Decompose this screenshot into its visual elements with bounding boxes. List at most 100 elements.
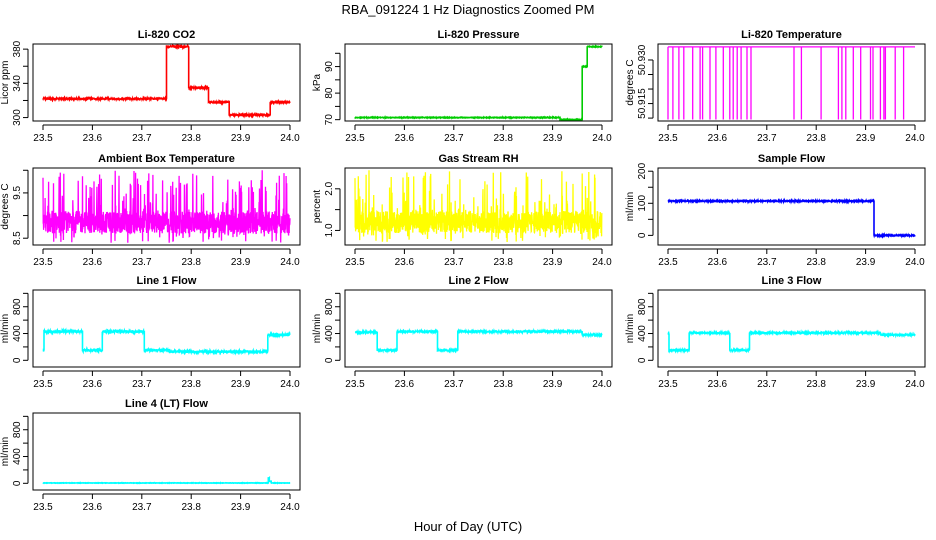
x-tick-label: 23.9 — [543, 379, 563, 390]
x-tick-label: 23.6 — [395, 257, 415, 268]
series-line — [354, 327, 603, 354]
panel-title: Li-820 Pressure — [438, 29, 520, 41]
x-tick-label: 23.7 — [132, 502, 152, 513]
x-tick-label: 23.6 — [83, 133, 103, 144]
x-tick-label: 23.5 — [33, 133, 53, 144]
x-tick-label: 23.5 — [658, 133, 678, 144]
x-tick-label: 23.9 — [231, 133, 251, 144]
y-axis-label: Licor ppm — [0, 61, 11, 105]
panels: Li-820 CO2 23.5 23.6 23.7 23.8 23.9 24.0 300 340… — [0, 29, 926, 513]
x-tick-label: 23.9 — [231, 257, 251, 268]
x-tick-label: 23.6 — [83, 379, 103, 390]
y-tick-label: 400 — [12, 448, 23, 465]
x-tick-label: 23.6 — [83, 502, 103, 513]
x-tick-label: 23.9 — [856, 133, 876, 144]
x-tick-label: 24.0 — [592, 257, 612, 268]
y-tick-label: 80 — [324, 87, 335, 99]
x-tick-label: 24.0 — [905, 133, 925, 144]
x-tick-label: 23.7 — [444, 133, 464, 144]
x-tick-label: 23.6 — [708, 257, 728, 268]
x-tick-label: 23.6 — [708, 379, 728, 390]
panel-title: Li-820 CO2 — [138, 29, 195, 41]
x-tick-label: 23.9 — [856, 257, 876, 268]
x-tick-label: 23.8 — [806, 133, 826, 144]
x-tick-label: 23.7 — [132, 133, 152, 144]
plot-frame — [657, 289, 926, 368]
x-tick-label: 23.5 — [658, 257, 678, 268]
x-tick-label: 23.8 — [181, 133, 201, 144]
panel-line-4-lt-flow: Line 4 (LT) Flow 23.5 23.6 23.7 23.8 23.9 24.0… — [0, 398, 301, 513]
x-tick-label: 23.9 — [543, 133, 563, 144]
x-tick-label: 23.5 — [33, 257, 53, 268]
panel-li-820-co2: Li-820 CO2 23.5 23.6 23.7 23.8 23.9 24.0 300 340… — [0, 29, 301, 144]
x-tick-label: 23.9 — [231, 379, 251, 390]
y-tick-label: 400 — [637, 325, 648, 342]
x-tick-label: 23.8 — [181, 379, 201, 390]
x-tick-label: 23.5 — [345, 257, 365, 268]
y-tick-label: 0 — [12, 357, 23, 363]
panel-title: Ambient Box Temperature — [98, 153, 235, 165]
y-axis-label: degrees C — [0, 183, 11, 229]
y-tick-label: 0 — [637, 232, 648, 238]
y-axis-label: ml/min — [625, 192, 636, 221]
y-tick-label: 200 — [637, 162, 648, 179]
plot-frame — [344, 43, 613, 122]
panel-title: Sample Flow — [758, 153, 826, 165]
x-tick-label: 23.7 — [444, 379, 464, 390]
series-line — [667, 46, 915, 120]
x-axis: 23.5 23.6 23.7 23.8 23.9 24.0 — [33, 248, 300, 268]
x-tick-label: 23.7 — [757, 379, 777, 390]
x-axis: 23.5 23.6 23.7 23.8 23.9 24.0 — [345, 124, 612, 144]
y-tick-label: 0 — [12, 480, 23, 486]
panel-sample-flow: Sample Flow 23.5 23.6 23.7 23.8 23.9 24.0 0 100 2… — [625, 153, 926, 268]
y-axis-label: percent — [312, 190, 323, 224]
x-tick-label: 23.5 — [345, 379, 365, 390]
plot-frame — [32, 289, 301, 368]
x-tick-label: 23.9 — [231, 502, 251, 513]
x-axis: 23.5 23.6 23.7 23.8 23.9 24.0 — [345, 248, 612, 268]
x-tick-label: 24.0 — [905, 379, 925, 390]
panel-title: Line 2 Flow — [449, 275, 509, 287]
x-tick-label: 23.8 — [493, 257, 513, 268]
y-tick-label: 8.5 — [12, 231, 23, 245]
series-line — [667, 329, 916, 354]
x-tick-label: 23.5 — [33, 379, 53, 390]
panel-title: Line 4 (LT) Flow — [125, 398, 208, 410]
x-axis-label: Hour of Day (UTC) — [414, 519, 522, 534]
y-tick-label: 800 — [12, 421, 23, 438]
y-tick-label: 0 — [637, 357, 648, 363]
y-tick-label: 70 — [324, 114, 335, 126]
y-axis-label: ml/min — [312, 314, 323, 343]
x-tick-label: 24.0 — [280, 379, 300, 390]
x-tick-label: 24.0 — [280, 257, 300, 268]
series-line — [42, 327, 291, 356]
panel-gas-stream-rh: Gas Stream RH 23.5 23.6 23.7 23.8 23.9 24.0 1.0… — [312, 153, 613, 268]
y-tick-label: 9.5 — [12, 186, 23, 200]
y-tick-label: 2.0 — [324, 181, 335, 195]
x-tick-label: 24.0 — [592, 133, 612, 144]
x-tick-label: 23.6 — [83, 257, 103, 268]
y-tick-label: 50.930 — [637, 44, 648, 75]
x-tick-label: 24.0 — [592, 379, 612, 390]
x-tick-label: 23.7 — [132, 257, 152, 268]
x-tick-label: 24.0 — [280, 502, 300, 513]
series-line — [42, 475, 291, 485]
series-line — [667, 197, 916, 239]
y-tick-label: 800 — [637, 298, 648, 315]
panel-title: Line 1 Flow — [137, 275, 197, 287]
y-tick-label: 0 — [324, 357, 335, 363]
x-tick-label: 23.7 — [757, 257, 777, 268]
plot-frame — [344, 289, 613, 368]
x-axis: 23.5 23.6 23.7 23.8 23.9 24.0 — [33, 493, 300, 513]
y-tick-label: 800 — [324, 298, 335, 315]
x-axis: 23.5 23.6 23.7 23.8 23.9 24.0 — [345, 370, 612, 390]
y-tick-label: 300 — [12, 109, 23, 126]
series-line — [42, 44, 291, 119]
plot-frame — [32, 43, 301, 122]
y-tick-label: 800 — [12, 298, 23, 315]
